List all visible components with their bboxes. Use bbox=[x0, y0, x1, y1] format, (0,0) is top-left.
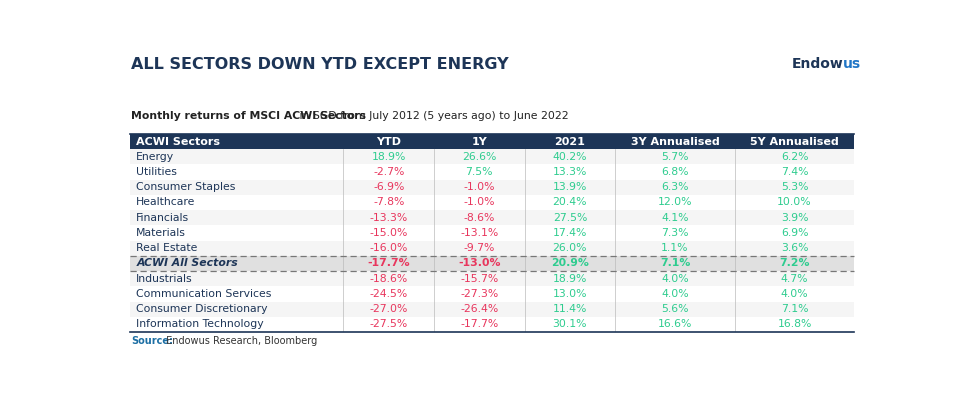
Text: 5.7%: 5.7% bbox=[661, 152, 688, 162]
Text: 7.4%: 7.4% bbox=[780, 167, 808, 177]
Text: 12.0%: 12.0% bbox=[658, 198, 692, 207]
Text: 26.6%: 26.6% bbox=[462, 152, 496, 162]
Text: -26.4%: -26.4% bbox=[460, 304, 498, 314]
Text: 17.4%: 17.4% bbox=[553, 228, 588, 238]
Text: 6.2%: 6.2% bbox=[780, 152, 808, 162]
Text: -13.1%: -13.1% bbox=[460, 228, 498, 238]
Text: Industrials: Industrials bbox=[136, 274, 193, 284]
Text: 3Y Annualised: 3Y Annualised bbox=[631, 136, 719, 146]
Text: -13.0%: -13.0% bbox=[458, 259, 500, 269]
Text: 6.3%: 6.3% bbox=[661, 182, 688, 192]
Text: us: us bbox=[843, 57, 861, 71]
Text: Healthcare: Healthcare bbox=[136, 198, 196, 207]
Text: Endowus Research, Bloomberg: Endowus Research, Bloomberg bbox=[163, 336, 318, 346]
Text: 13.0%: 13.0% bbox=[553, 289, 588, 299]
Text: 26.0%: 26.0% bbox=[553, 243, 588, 253]
Text: -18.6%: -18.6% bbox=[370, 274, 408, 284]
Text: Endow: Endow bbox=[791, 57, 843, 71]
Text: Utilities: Utilities bbox=[136, 167, 178, 177]
Text: 5.3%: 5.3% bbox=[780, 182, 808, 192]
Text: 3.9%: 3.9% bbox=[780, 213, 808, 223]
Bar bbox=[130, 302, 854, 317]
Text: -8.6%: -8.6% bbox=[464, 213, 495, 223]
Text: -13.3%: -13.3% bbox=[370, 213, 408, 223]
Text: -6.9%: -6.9% bbox=[373, 182, 404, 192]
Text: 16.6%: 16.6% bbox=[658, 320, 692, 330]
Text: in SGD from July 2012 (5 years ago) to June 2022: in SGD from July 2012 (5 years ago) to J… bbox=[297, 111, 569, 121]
Text: -24.5%: -24.5% bbox=[370, 289, 408, 299]
Text: ACWI Sectors: ACWI Sectors bbox=[136, 136, 221, 146]
Text: 1.1%: 1.1% bbox=[661, 243, 688, 253]
Text: 16.8%: 16.8% bbox=[778, 320, 812, 330]
Text: 13.9%: 13.9% bbox=[553, 182, 588, 192]
Text: 7.1%: 7.1% bbox=[780, 304, 808, 314]
Bar bbox=[130, 225, 854, 241]
Text: Information Technology: Information Technology bbox=[136, 320, 264, 330]
Bar bbox=[130, 286, 854, 302]
Text: Materials: Materials bbox=[136, 228, 186, 238]
Text: -1.0%: -1.0% bbox=[464, 198, 495, 207]
Text: -27.5%: -27.5% bbox=[370, 320, 408, 330]
Text: 20.4%: 20.4% bbox=[553, 198, 588, 207]
Bar bbox=[130, 134, 854, 149]
Text: 18.9%: 18.9% bbox=[553, 274, 588, 284]
Text: -15.0%: -15.0% bbox=[370, 228, 408, 238]
Text: 10.0%: 10.0% bbox=[778, 198, 812, 207]
Text: Source:: Source: bbox=[132, 336, 173, 346]
Text: ALL SECTORS DOWN YTD EXCEPT ENERGY: ALL SECTORS DOWN YTD EXCEPT ENERGY bbox=[132, 57, 509, 72]
Text: 30.1%: 30.1% bbox=[553, 320, 588, 330]
Bar bbox=[130, 180, 854, 195]
Text: 4.7%: 4.7% bbox=[780, 274, 808, 284]
Text: -1.0%: -1.0% bbox=[464, 182, 495, 192]
Text: Monthly returns of MSCI ACWI Sectors: Monthly returns of MSCI ACWI Sectors bbox=[132, 111, 366, 121]
Text: 1Y: 1Y bbox=[471, 136, 487, 146]
Text: 5Y Annualised: 5Y Annualised bbox=[750, 136, 839, 146]
Bar bbox=[130, 149, 854, 164]
Bar bbox=[130, 256, 854, 271]
Text: ACWI All Sectors: ACWI All Sectors bbox=[136, 259, 238, 269]
Text: 6.9%: 6.9% bbox=[780, 228, 808, 238]
Text: Financials: Financials bbox=[136, 213, 189, 223]
Text: 18.9%: 18.9% bbox=[372, 152, 406, 162]
Text: Consumer Staples: Consumer Staples bbox=[136, 182, 236, 192]
Text: -9.7%: -9.7% bbox=[464, 243, 495, 253]
Text: 4.0%: 4.0% bbox=[661, 274, 688, 284]
Text: -7.8%: -7.8% bbox=[373, 198, 404, 207]
Bar bbox=[130, 210, 854, 225]
Text: 13.3%: 13.3% bbox=[553, 167, 588, 177]
Text: Communication Services: Communication Services bbox=[136, 289, 272, 299]
Text: 4.1%: 4.1% bbox=[661, 213, 688, 223]
Text: 2021: 2021 bbox=[555, 136, 586, 146]
Text: 4.0%: 4.0% bbox=[780, 289, 808, 299]
Text: -17.7%: -17.7% bbox=[368, 259, 410, 269]
Bar bbox=[130, 195, 854, 210]
Text: 7.2%: 7.2% bbox=[780, 259, 810, 269]
Text: 11.4%: 11.4% bbox=[553, 304, 588, 314]
Text: Energy: Energy bbox=[136, 152, 175, 162]
Text: 4.0%: 4.0% bbox=[661, 289, 688, 299]
Text: -16.0%: -16.0% bbox=[370, 243, 408, 253]
Text: 5.6%: 5.6% bbox=[661, 304, 688, 314]
Bar bbox=[130, 164, 854, 180]
Text: 7.3%: 7.3% bbox=[661, 228, 688, 238]
Text: -2.7%: -2.7% bbox=[373, 167, 404, 177]
Text: 6.8%: 6.8% bbox=[661, 167, 688, 177]
Text: 27.5%: 27.5% bbox=[553, 213, 588, 223]
Text: Consumer Discretionary: Consumer Discretionary bbox=[136, 304, 268, 314]
Text: YTD: YTD bbox=[376, 136, 401, 146]
Bar bbox=[130, 317, 854, 332]
Bar bbox=[130, 241, 854, 256]
Text: -15.7%: -15.7% bbox=[460, 274, 498, 284]
Bar bbox=[130, 271, 854, 286]
Text: -27.0%: -27.0% bbox=[370, 304, 408, 314]
Text: -27.3%: -27.3% bbox=[460, 289, 498, 299]
Text: Real Estate: Real Estate bbox=[136, 243, 198, 253]
Text: -17.7%: -17.7% bbox=[460, 320, 498, 330]
Text: 40.2%: 40.2% bbox=[553, 152, 588, 162]
Text: 7.1%: 7.1% bbox=[660, 259, 690, 269]
Text: 7.5%: 7.5% bbox=[466, 167, 493, 177]
Text: 20.9%: 20.9% bbox=[551, 259, 588, 269]
Text: 3.6%: 3.6% bbox=[780, 243, 808, 253]
